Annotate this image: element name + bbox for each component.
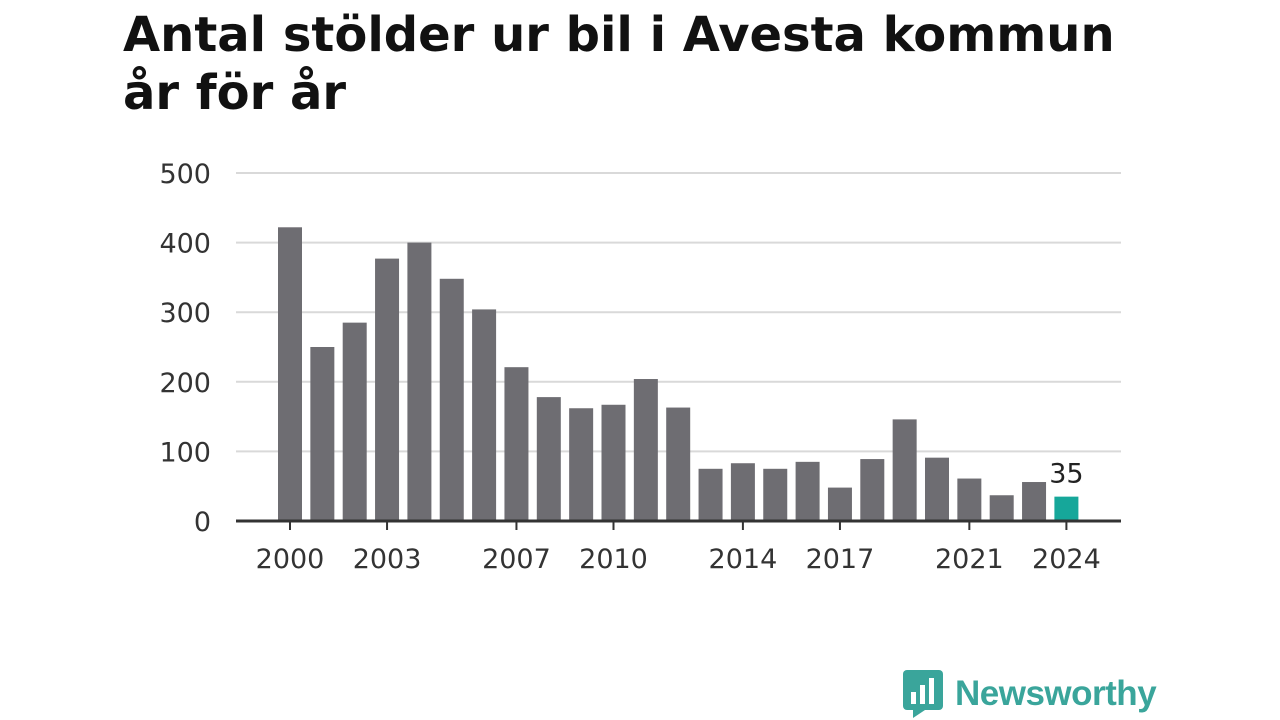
x-tick-label: 2017 <box>806 544 875 575</box>
bar-2000 <box>278 227 302 521</box>
bar-2020 <box>925 457 949 521</box>
bar-chart-speech-bubble-icon <box>903 670 943 718</box>
bar-2007 <box>504 367 529 521</box>
y-tick-label: 500 <box>159 159 211 190</box>
bar-2015 <box>763 468 788 521</box>
bar-2019 <box>892 419 917 521</box>
data-label-highlight: 35 <box>1049 459 1083 490</box>
data-labels: 35 <box>1049 459 1083 490</box>
x-axis-ticks: 2000 2003 2007 2010 2014 2017 2021 2024 <box>256 521 1101 575</box>
bar-2002 <box>342 322 367 521</box>
bar-2004 <box>407 242 432 521</box>
x-tick-label: 2021 <box>935 544 1004 575</box>
bar-2001 <box>310 347 335 521</box>
bar-2017 <box>827 487 852 521</box>
y-tick-label: 300 <box>159 298 211 329</box>
y-tick-label: 400 <box>159 229 211 260</box>
bar-2014 <box>730 463 755 521</box>
x-tick-label: 2007 <box>482 544 551 575</box>
y-tick-label: 200 <box>159 368 211 399</box>
bar-2009 <box>569 408 594 521</box>
bar-2024 <box>1054 496 1079 521</box>
x-tick-label: 2000 <box>256 544 325 575</box>
bars <box>278 227 1079 521</box>
y-tick-label: 0 <box>194 507 211 538</box>
bar-2021 <box>957 478 982 521</box>
bar-2003 <box>375 258 400 521</box>
bar-2005 <box>439 278 464 521</box>
bar-2006 <box>472 309 497 521</box>
x-tick-label: 2024 <box>1032 544 1101 575</box>
bar-2010 <box>601 404 626 521</box>
bar-2013 <box>698 468 723 521</box>
y-tick-label: 100 <box>159 437 211 468</box>
bar-2018 <box>860 459 885 521</box>
bar-2022 <box>989 495 1014 521</box>
x-tick-label: 2014 <box>709 544 778 575</box>
bar-2012 <box>666 407 691 521</box>
x-tick-label: 2003 <box>353 544 422 575</box>
y-axis-tick-labels: 0 100 200 300 400 500 <box>159 159 211 538</box>
newsworthy-logo: Newsworthy <box>903 670 1157 718</box>
bar-2016 <box>795 461 820 521</box>
bar-2008 <box>536 397 561 521</box>
x-tick-label: 2010 <box>579 544 648 575</box>
bar-2023 <box>1022 482 1047 521</box>
chart-title: Antal stölder ur bil i Avesta kommun år … <box>123 7 1115 121</box>
brand-name: Newsworthy <box>955 674 1157 713</box>
bar-2011 <box>633 379 658 521</box>
